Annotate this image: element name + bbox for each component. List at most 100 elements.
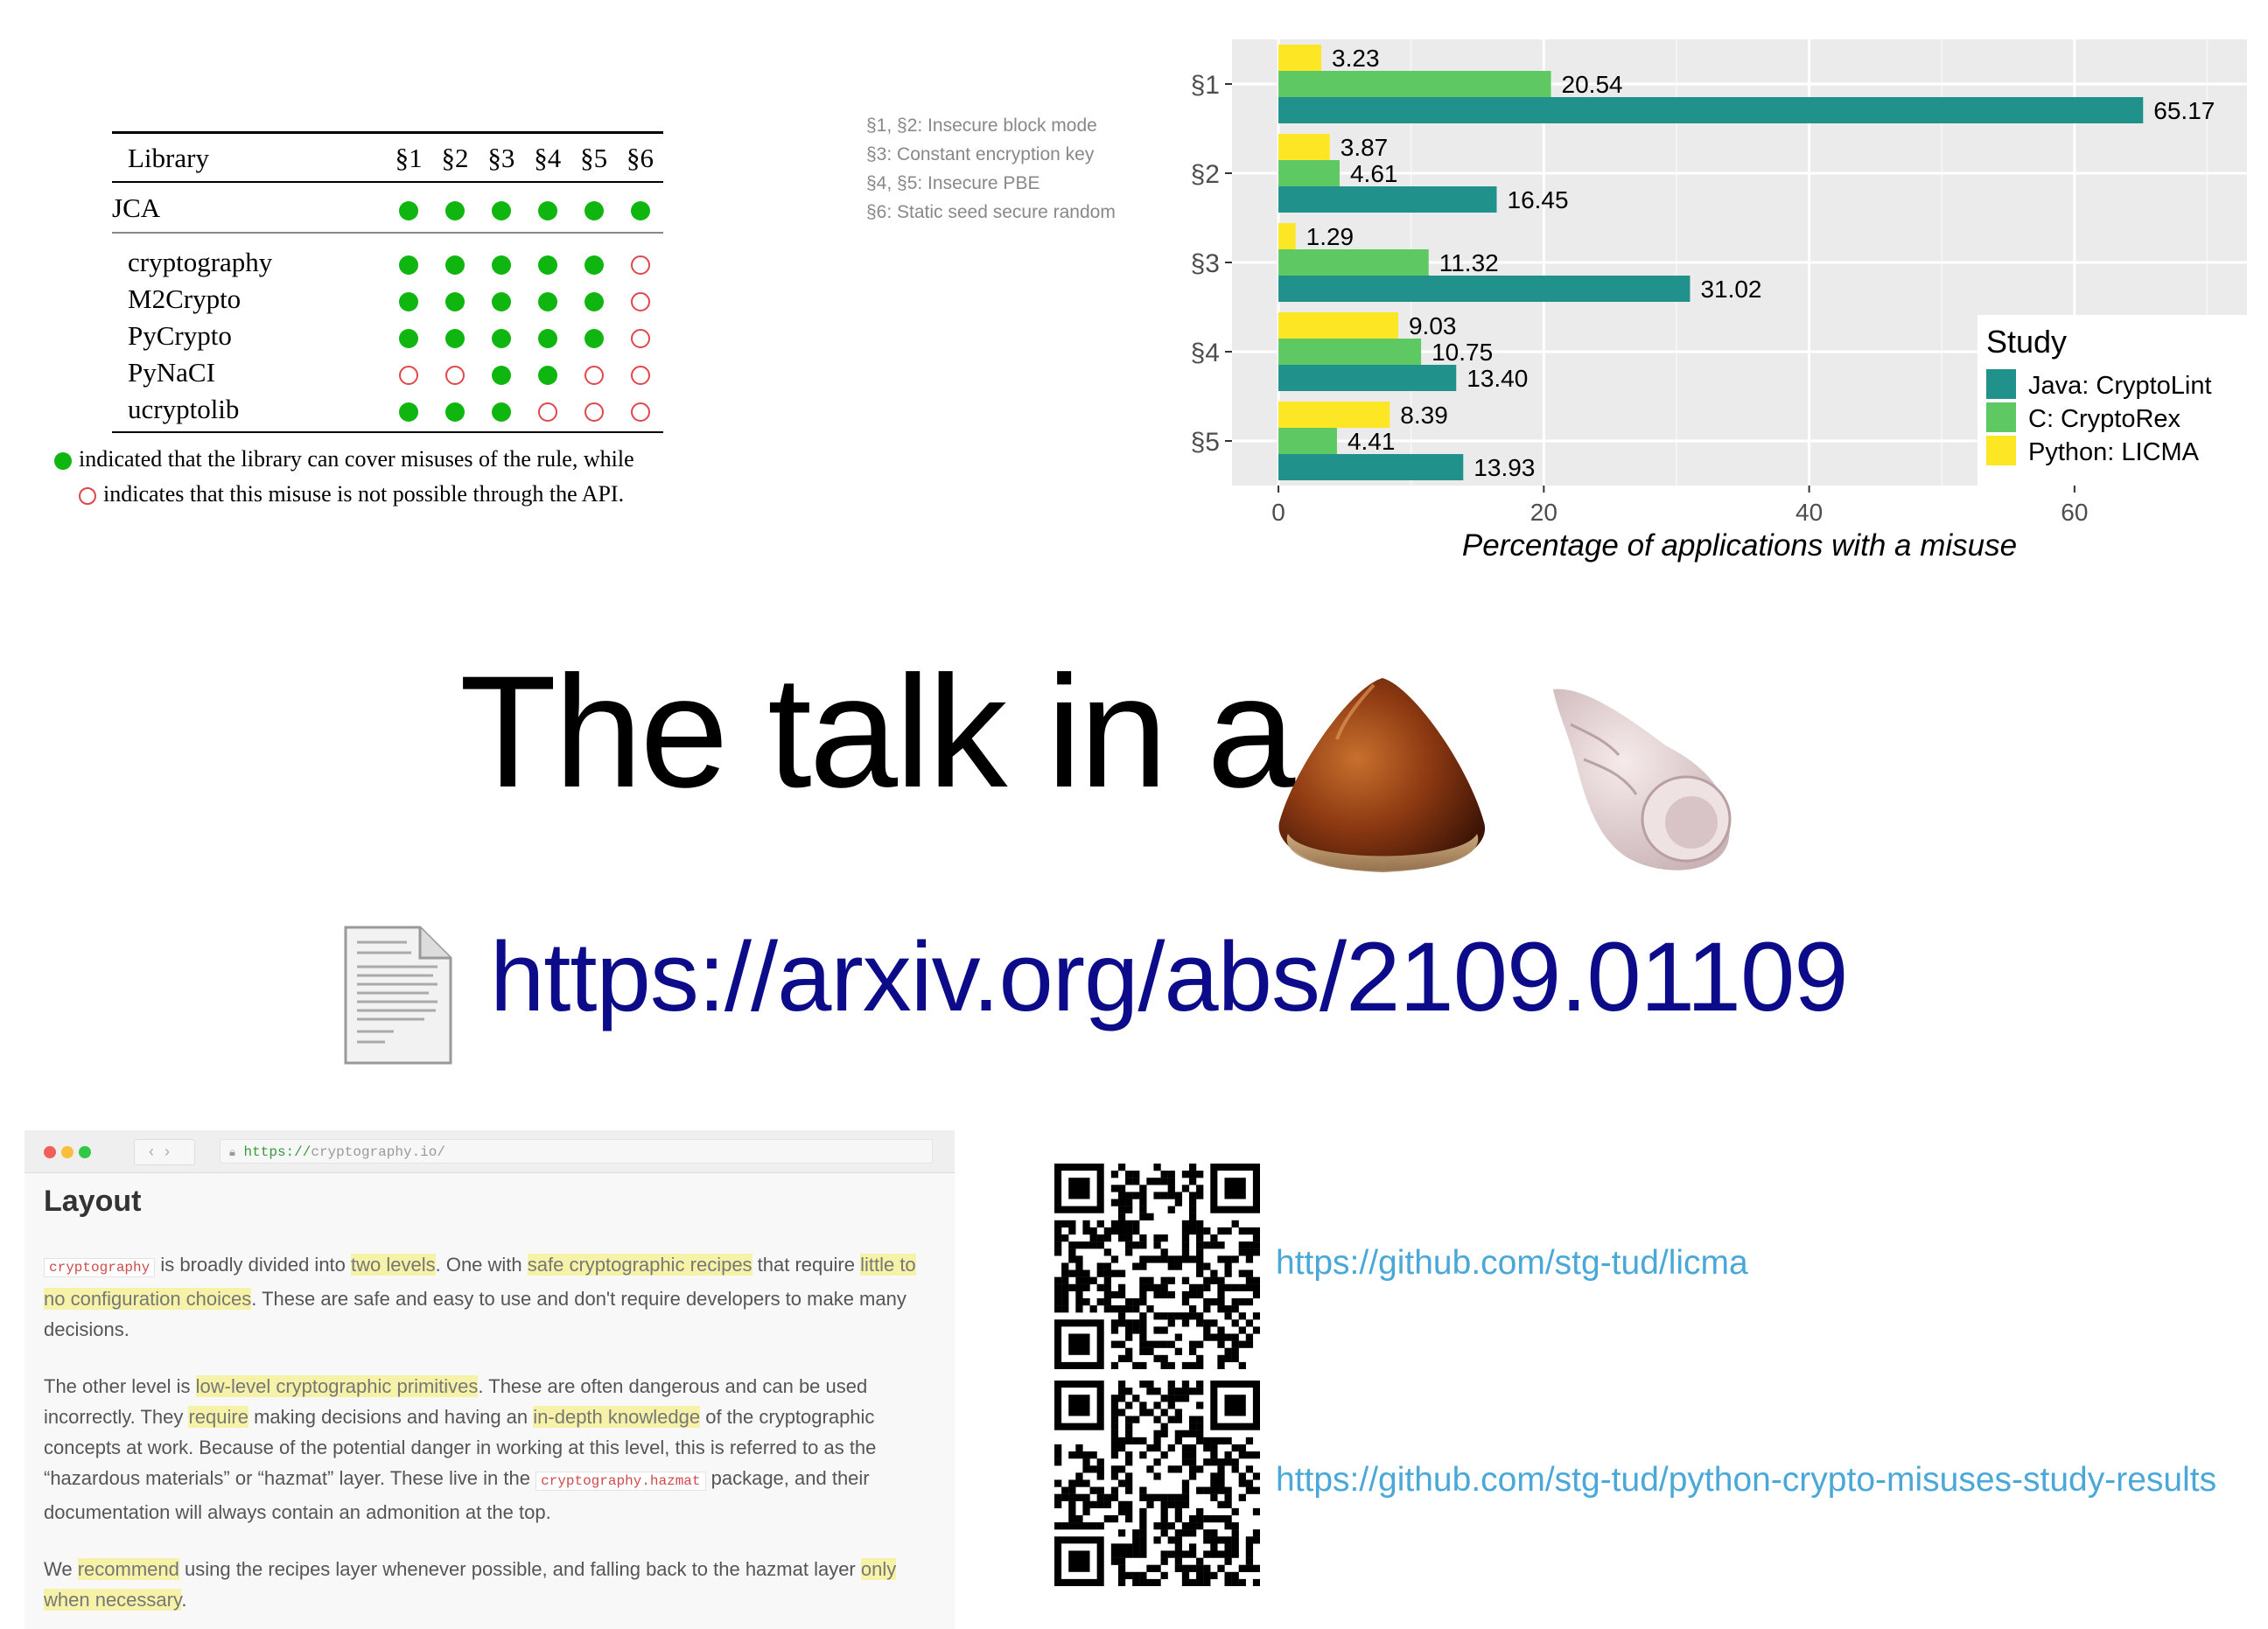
library-name: ucryptolib — [112, 391, 386, 433]
support-cell — [478, 281, 524, 318]
highlight: in-depth knowledge — [533, 1406, 701, 1428]
support-cell — [570, 233, 617, 281]
legend-label: Java: CryptoLint — [2028, 372, 2212, 400]
filled-circle-icon — [491, 365, 511, 385]
support-cell — [432, 318, 479, 354]
support-cell — [432, 233, 479, 281]
support-cell — [570, 182, 618, 234]
table-legend: indicated that the library can cover mis… — [54, 442, 634, 512]
support-cell — [432, 281, 479, 318]
empty-circle-icon — [630, 255, 650, 275]
support-cell — [386, 233, 432, 281]
data-label: 3.23 — [1332, 45, 1380, 72]
filled-circle-icon — [491, 291, 511, 311]
support-cell — [617, 281, 663, 318]
back-icon: ‹ — [149, 1143, 164, 1160]
table-row: JCA — [112, 182, 663, 234]
text: that require — [752, 1254, 861, 1276]
library-name: JCA — [112, 182, 386, 234]
text: of the cryptographic concepts at work. B… — [44, 1406, 877, 1489]
support-cell — [570, 354, 617, 391]
support-cell — [386, 354, 432, 391]
text: . These are often dangerous and can be u… — [44, 1375, 868, 1428]
table-header-row: Library §1 §2 §3 §4 §5 §6 — [112, 132, 663, 182]
data-label: 9.03 — [1409, 312, 1457, 339]
filled-circle-icon — [491, 402, 511, 422]
browser-screenshot: ‹› 🔒︎ https://cryptography.io/ Layout cr… — [24, 1130, 955, 1629]
column-header-rule: §5 — [580, 143, 608, 173]
data-label: 1.29 — [1306, 223, 1354, 250]
text: The other level is — [44, 1375, 196, 1397]
filled-circle-icon — [54, 452, 72, 471]
arxiv-link[interactable]: https://arxiv.org/abs/2109.01109 — [490, 922, 1849, 1031]
support-cell — [524, 182, 571, 234]
bar — [1278, 223, 1296, 249]
bar — [1278, 428, 1337, 454]
data-label: 11.32 — [1439, 249, 1499, 276]
text: is broadly divided into — [155, 1254, 352, 1276]
filled-circle-icon — [399, 402, 419, 422]
forward-icon: › — [164, 1143, 180, 1160]
filled-circle-icon — [630, 200, 650, 220]
filled-circle-icon — [491, 200, 511, 220]
data-label: 13.40 — [1466, 365, 1528, 392]
text: package, and their documentation will al… — [44, 1467, 870, 1523]
filled-circle-icon — [537, 328, 557, 348]
x-axis-label: Percentage of applications with a misuse — [1462, 528, 2017, 563]
empty-circle-icon — [399, 365, 419, 385]
support-cell — [617, 318, 663, 354]
empty-circle-icon — [584, 365, 604, 385]
url-scheme: https:// — [243, 1144, 312, 1160]
support-cell — [617, 391, 663, 433]
filled-circle-icon — [444, 291, 465, 311]
filled-circle-icon — [444, 402, 465, 422]
url-host: cryptography.io/ — [311, 1144, 445, 1160]
column-header-rule: §6 — [626, 143, 654, 173]
text: . One with — [435, 1254, 528, 1276]
data-label: 16.45 — [1508, 186, 1569, 213]
filled-circle-icon — [537, 255, 557, 275]
legend-box — [1978, 315, 2249, 486]
browser-toolbar: ‹› 🔒︎ https://cryptography.io/ — [24, 1130, 955, 1173]
bar — [1278, 160, 1340, 186]
filled-circle-icon — [491, 328, 511, 348]
filled-circle-icon — [537, 291, 557, 311]
text: . These are safe and easy to use and don… — [44, 1288, 906, 1340]
paragraph-3: We recommend using the recipes layer whe… — [44, 1554, 936, 1615]
highlight: recommend — [77, 1558, 179, 1580]
support-cell — [570, 391, 618, 433]
filled-circle-icon — [444, 328, 465, 348]
filled-circle-icon — [399, 200, 419, 220]
empty-circle-icon — [630, 365, 650, 385]
category-label: §4 — [1191, 339, 1220, 367]
study-results-link[interactable]: https://github.com/stg-tud/python-crypto… — [1276, 1461, 2217, 1499]
qr-code-study-results — [1054, 1381, 1260, 1586]
filled-circle-icon — [491, 255, 511, 275]
support-cell — [478, 182, 525, 234]
bar — [1278, 134, 1330, 160]
column-header-rule: §3 — [487, 143, 515, 173]
data-label: 13.93 — [1474, 454, 1535, 481]
support-cell — [431, 391, 479, 433]
highlight: safe cryptographic recipes — [527, 1254, 752, 1276]
table-row: ucryptolib — [112, 391, 663, 433]
support-cell — [617, 233, 663, 281]
legend-label: Python: LICMA — [2028, 438, 2200, 466]
bar — [1278, 339, 1422, 365]
code-span: cryptography.hazmat — [536, 1472, 706, 1491]
column-header-rule: §4 — [534, 143, 562, 173]
filled-circle-icon — [399, 255, 419, 275]
filled-circle-icon — [444, 255, 465, 275]
table-row: PyNaCI — [112, 354, 663, 391]
legend-empty-text: indicates that this misuse is not possib… — [103, 481, 625, 507]
url-bar: 🔒︎ https://cryptography.io/ — [220, 1139, 933, 1164]
support-cell — [478, 354, 524, 391]
support-cell — [386, 318, 432, 354]
support-cell — [431, 182, 479, 234]
support-cell — [385, 182, 432, 234]
x-tick-label: 60 — [2061, 499, 2088, 526]
bar — [1278, 71, 1551, 97]
support-cell — [478, 233, 524, 281]
licma-link[interactable]: https://github.com/stg-tud/licma — [1276, 1244, 1748, 1282]
bar — [1278, 249, 1429, 276]
